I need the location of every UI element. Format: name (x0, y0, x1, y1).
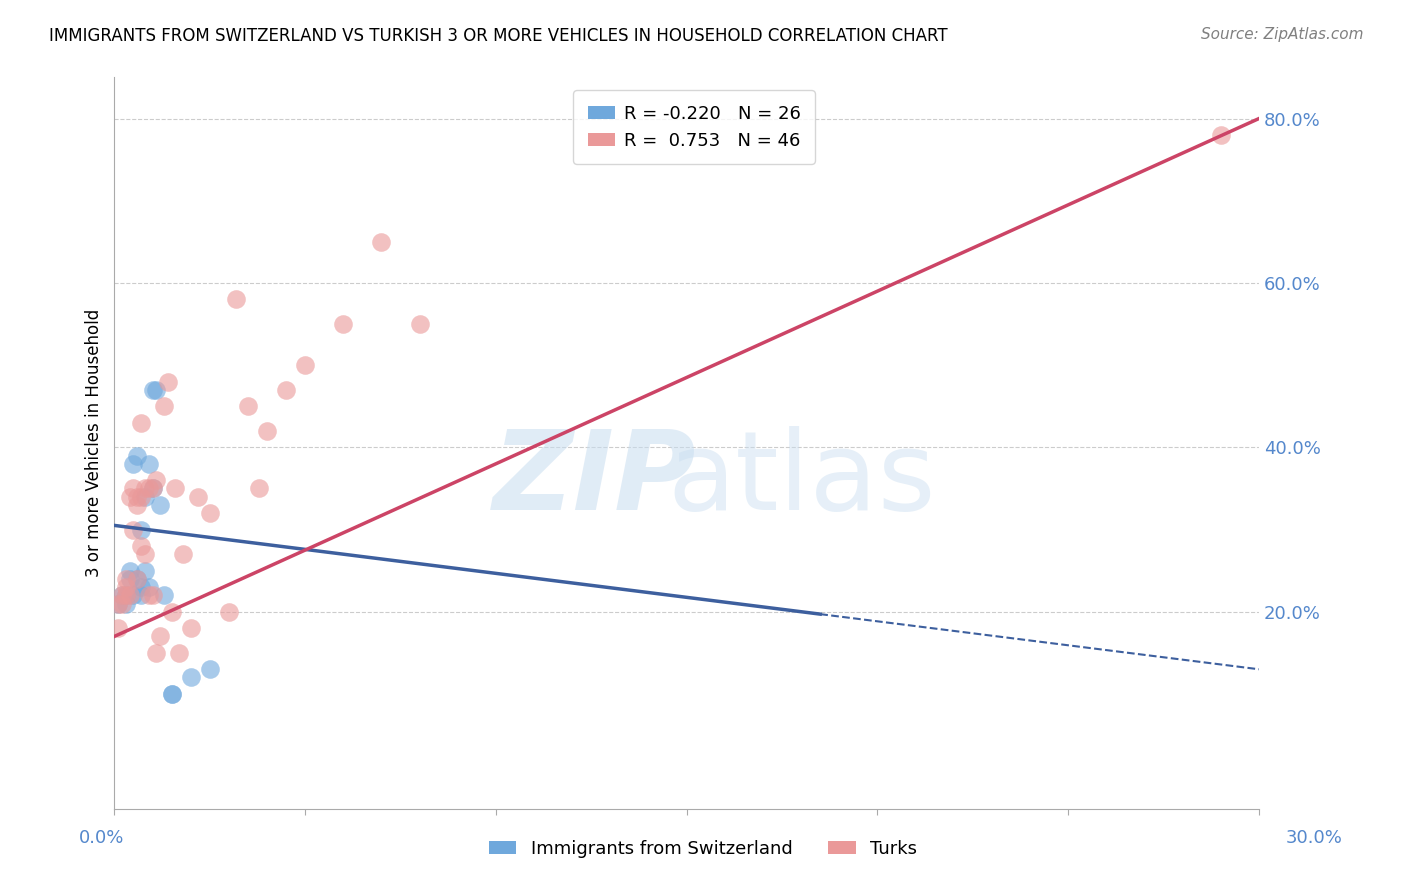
Point (1209, 128, 1232, 142)
Point (145, 383, 167, 397)
Point (180, 621, 202, 635)
Point (129, 490, 152, 504)
Point (115, 572, 138, 586)
Point (107, 597, 129, 611)
Point (111, 597, 134, 611)
Text: 30.0%: 30.0% (1286, 829, 1343, 847)
Point (111, 588, 134, 602)
Point (115, 588, 138, 602)
Point (107, 597, 129, 611)
Legend: R = -0.220   N = 26, R =  0.753   N = 46: R = -0.220 N = 26, R = 0.753 N = 46 (574, 90, 815, 164)
Point (129, 588, 152, 602)
Point (198, 662, 221, 676)
Point (145, 473, 167, 487)
Point (138, 580, 160, 594)
Point (165, 482, 187, 496)
Point (187, 490, 209, 504)
Point (149, 498, 172, 512)
Point (118, 572, 141, 586)
Point (138, 588, 160, 602)
Point (145, 646, 167, 660)
Point (256, 424, 278, 438)
Point (129, 416, 152, 430)
Point (111, 588, 134, 602)
Text: IMMIGRANTS FROM SWITZERLAND VS TURKISH 3 OR MORE VEHICLES IN HOUSEHOLD CORRELATI: IMMIGRANTS FROM SWITZERLAND VS TURKISH 3… (49, 27, 948, 45)
Point (118, 588, 141, 602)
Point (153, 399, 176, 413)
Point (138, 482, 160, 496)
Point (127, 449, 149, 463)
Point (160, 687, 183, 701)
Y-axis label: 3 or more Vehicles in Household: 3 or more Vehicles in Household (86, 310, 103, 577)
Point (225, 293, 247, 307)
Point (115, 597, 138, 611)
Point (370, 235, 392, 249)
Point (134, 547, 156, 561)
Text: Source: ZipAtlas.com: Source: ZipAtlas.com (1201, 27, 1364, 42)
Point (294, 358, 316, 372)
Point (134, 490, 156, 504)
Point (142, 383, 165, 397)
Point (142, 482, 165, 496)
Point (247, 482, 270, 496)
Point (180, 671, 202, 685)
Point (149, 629, 172, 643)
Point (172, 547, 194, 561)
Point (408, 317, 430, 331)
Point (122, 482, 145, 496)
Point (236, 399, 259, 413)
Point (118, 490, 141, 504)
Point (274, 383, 297, 397)
Point (332, 317, 354, 331)
Point (115, 580, 138, 594)
Point (169, 646, 191, 660)
Point (129, 523, 152, 537)
Point (198, 506, 221, 520)
Text: 0.0%: 0.0% (79, 829, 124, 847)
Point (134, 482, 156, 496)
Point (122, 523, 145, 537)
Text: atlas: atlas (666, 426, 935, 533)
Point (129, 580, 152, 594)
Point (160, 687, 183, 701)
Point (153, 588, 176, 602)
Point (129, 539, 152, 553)
Point (138, 457, 160, 471)
Point (142, 482, 165, 496)
Point (156, 375, 179, 389)
Point (107, 621, 129, 635)
Point (127, 490, 149, 504)
Point (134, 564, 156, 578)
Point (122, 457, 145, 471)
Legend: Immigrants from Switzerland, Turks: Immigrants from Switzerland, Turks (482, 833, 924, 865)
Point (142, 588, 165, 602)
Point (122, 588, 145, 602)
Point (218, 605, 240, 619)
Text: ZIP: ZIP (494, 426, 697, 533)
Point (115, 588, 138, 602)
Point (127, 572, 149, 586)
Point (127, 572, 149, 586)
Point (118, 564, 141, 578)
Point (160, 605, 183, 619)
Point (127, 498, 149, 512)
